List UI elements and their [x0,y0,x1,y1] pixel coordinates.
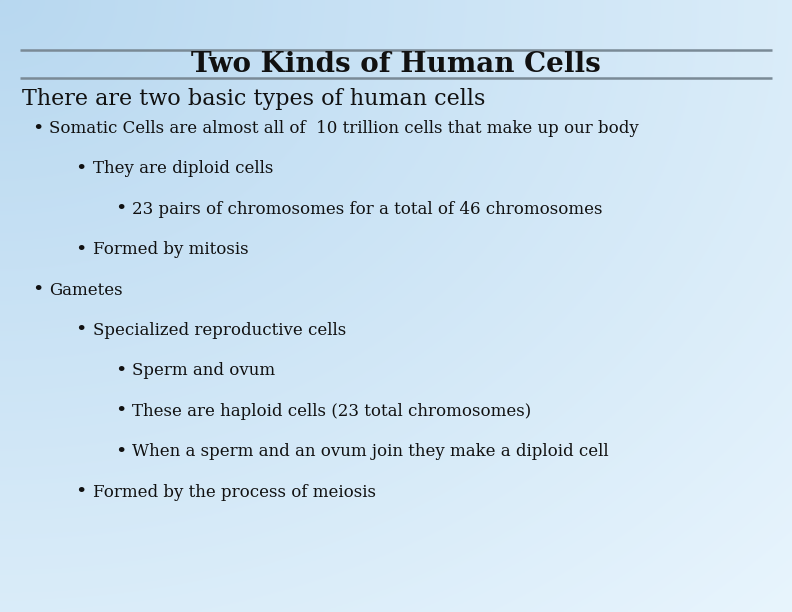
Text: •: • [75,483,86,501]
Text: Somatic Cells are almost all of  10 trillion cells that make up our body: Somatic Cells are almost all of 10 trill… [49,120,639,137]
Text: •: • [32,119,43,138]
Text: •: • [75,160,86,178]
Text: •: • [115,402,126,420]
Text: Specialized reproductive cells: Specialized reproductive cells [93,322,346,339]
Text: Gametes: Gametes [49,282,123,299]
Text: Formed by the process of meiosis: Formed by the process of meiosis [93,483,375,501]
Text: •: • [115,200,126,218]
Text: There are two basic types of human cells: There are two basic types of human cells [22,88,485,110]
Text: Sperm and ovum: Sperm and ovum [132,362,276,379]
Text: Formed by mitosis: Formed by mitosis [93,241,248,258]
Text: They are diploid cells: They are diploid cells [93,160,273,177]
Text: These are haploid cells (23 total chromosomes): These are haploid cells (23 total chromo… [132,403,531,420]
Text: •: • [115,442,126,461]
Text: •: • [32,281,43,299]
Text: Two Kinds of Human Cells: Two Kinds of Human Cells [191,51,601,78]
Text: •: • [75,241,86,259]
Text: 23 pairs of chromosomes for a total of 46 chromosomes: 23 pairs of chromosomes for a total of 4… [132,201,603,218]
Text: •: • [75,321,86,340]
Text: •: • [115,362,126,380]
Text: When a sperm and an ovum join they make a diploid cell: When a sperm and an ovum join they make … [132,443,609,460]
